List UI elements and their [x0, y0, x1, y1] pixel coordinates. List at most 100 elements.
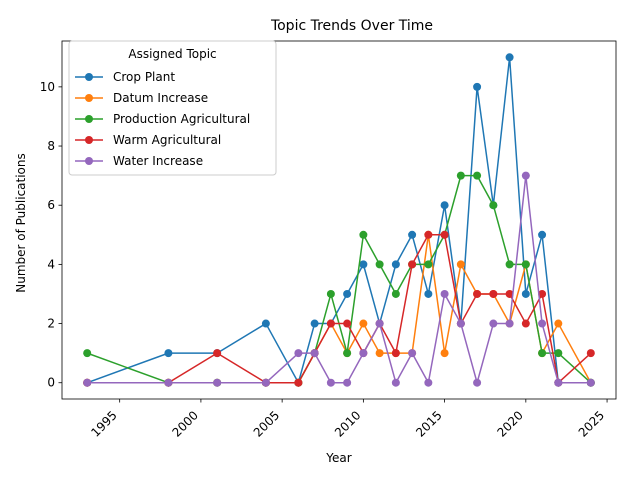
- x-tick-label: 2000: [170, 408, 201, 439]
- legend-item: Datum Increase: [75, 91, 208, 105]
- data-point: [489, 201, 498, 210]
- legend-marker: [85, 115, 93, 123]
- data-point: [440, 201, 449, 210]
- legend: Assigned Topic Crop Plant Datum Increase P…: [68, 40, 277, 176]
- plot-area: [61, 40, 617, 400]
- data-point: [391, 349, 400, 358]
- series-line: [86, 56, 591, 384]
- data-point: [424, 230, 433, 239]
- legend-marker: [85, 94, 93, 102]
- data-point: [294, 349, 303, 358]
- data-point: [375, 349, 384, 358]
- data-point: [489, 289, 498, 298]
- data-point: [440, 349, 449, 358]
- axes-frame: [61, 40, 617, 400]
- data-point: [456, 260, 465, 269]
- x-tick-label: 2020: [494, 408, 525, 439]
- data-point: [359, 260, 368, 269]
- series-4: [83, 171, 595, 387]
- data-point: [213, 378, 222, 387]
- y-axis: 0 2 4 6 8 10: [40, 80, 62, 390]
- x-axis: 1995 2000 2005 2010 2015 2020 2025: [88, 399, 608, 440]
- data-point: [521, 171, 530, 180]
- data-point: [554, 349, 563, 358]
- series-line: [87, 174, 591, 384]
- data-point: [261, 319, 270, 328]
- data-point: [343, 349, 352, 358]
- data-point: [424, 378, 433, 387]
- data-point: [505, 53, 514, 62]
- series-2: [83, 171, 595, 387]
- data-point: [261, 378, 270, 387]
- legend-marker: [85, 73, 93, 81]
- data-point: [359, 349, 368, 358]
- data-point: [310, 319, 319, 328]
- data-point: [505, 260, 514, 269]
- y-tick-label: 4: [47, 257, 55, 271]
- data-point: [586, 378, 595, 387]
- x-tick-label: 1995: [88, 408, 119, 439]
- chart-title: Topic Trends Over Time: [270, 18, 433, 34]
- data-point: [456, 171, 465, 180]
- data-point: [343, 289, 352, 298]
- x-tick-label: 2025: [576, 408, 607, 439]
- data-point: [505, 319, 514, 328]
- data-point: [554, 378, 563, 387]
- data-point: [310, 349, 319, 358]
- legend-title: Assigned Topic: [128, 47, 216, 61]
- data-point: [505, 289, 514, 298]
- data-point: [391, 289, 400, 298]
- legend-marker: [85, 136, 93, 144]
- data-point: [294, 378, 303, 387]
- data-point: [408, 260, 417, 269]
- data-point: [83, 349, 92, 358]
- data-point: [473, 378, 482, 387]
- data-point: [424, 289, 433, 298]
- legend-label: Crop Plant: [113, 70, 175, 84]
- data-point: [391, 378, 400, 387]
- data-point: [586, 349, 595, 358]
- data-point: [424, 260, 433, 269]
- data-point: [343, 319, 352, 328]
- legend-label: Production Agricultural: [113, 112, 250, 126]
- data-point: [489, 319, 498, 328]
- data-point: [326, 289, 335, 298]
- data-point: [538, 289, 547, 298]
- data-point: [213, 349, 222, 358]
- series-line: [86, 174, 592, 384]
- legend-item: Crop Plant: [75, 70, 175, 84]
- data-point: [326, 319, 335, 328]
- data-point: [375, 319, 384, 328]
- legend-frame: [68, 40, 277, 176]
- data-point: [554, 319, 563, 328]
- data-point: [359, 230, 368, 239]
- data-point: [473, 289, 482, 298]
- series-line: [87, 234, 592, 384]
- data-point: [473, 171, 482, 180]
- y-axis-title: Number of Publications: [14, 153, 28, 293]
- legend-items: Crop Plant Datum Increase Production Agric…: [75, 70, 250, 168]
- x-axis-title: Year: [325, 451, 351, 465]
- data-point: [359, 319, 368, 328]
- data-point: [538, 349, 547, 358]
- y-tick-label: 2: [47, 317, 55, 331]
- data-point: [521, 319, 530, 328]
- data-point: [164, 349, 173, 358]
- data-point: [164, 378, 173, 387]
- legend-label: Warm Agricultural: [113, 133, 221, 147]
- x-tick-label: 2005: [251, 408, 282, 439]
- x-tick-label: 2010: [332, 408, 363, 439]
- data-point: [538, 230, 547, 239]
- data-point: [83, 378, 92, 387]
- data-point: [521, 289, 530, 298]
- data-point: [538, 319, 547, 328]
- x-tick-label: 2015: [413, 408, 444, 439]
- y-tick-label: 10: [40, 80, 55, 94]
- data-point: [440, 230, 449, 239]
- data-point: [521, 260, 530, 269]
- data-point: [408, 230, 417, 239]
- data-point: [326, 378, 335, 387]
- legend-item: Water Increase: [75, 154, 203, 168]
